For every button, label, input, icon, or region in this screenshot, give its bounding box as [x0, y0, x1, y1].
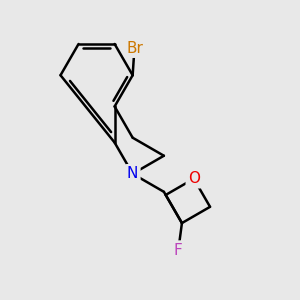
Text: N: N [127, 166, 138, 181]
Text: Br: Br [126, 41, 143, 56]
Text: F: F [174, 243, 183, 258]
Text: O: O [188, 171, 200, 186]
